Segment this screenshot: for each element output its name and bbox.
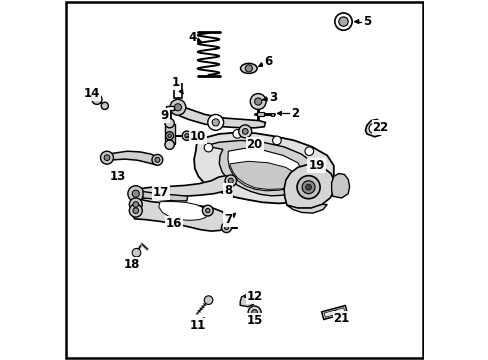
Circle shape	[132, 248, 141, 257]
Circle shape	[129, 198, 142, 211]
Circle shape	[101, 151, 113, 164]
Text: 4: 4	[188, 31, 196, 44]
Text: 16: 16	[166, 217, 182, 230]
Text: 1: 1	[172, 76, 180, 89]
Polygon shape	[365, 120, 382, 137]
Circle shape	[368, 123, 378, 134]
Text: 13: 13	[109, 170, 125, 183]
Text: 12: 12	[246, 291, 262, 303]
Polygon shape	[331, 174, 349, 198]
Circle shape	[167, 134, 171, 138]
Polygon shape	[131, 199, 228, 231]
Circle shape	[272, 136, 281, 145]
Circle shape	[296, 176, 320, 199]
Circle shape	[242, 129, 247, 134]
Circle shape	[132, 190, 139, 197]
Circle shape	[221, 222, 231, 233]
Circle shape	[170, 99, 185, 115]
Circle shape	[133, 208, 139, 213]
Text: 15: 15	[246, 314, 263, 327]
Text: 22: 22	[372, 121, 388, 134]
Polygon shape	[257, 112, 263, 116]
Polygon shape	[227, 148, 302, 191]
Text: 8: 8	[224, 184, 232, 197]
Circle shape	[228, 178, 233, 183]
Circle shape	[101, 102, 108, 109]
Circle shape	[224, 175, 236, 186]
Circle shape	[305, 147, 313, 156]
Circle shape	[238, 125, 251, 138]
Polygon shape	[204, 140, 316, 196]
Polygon shape	[194, 132, 333, 203]
Text: 21: 21	[333, 312, 349, 325]
Circle shape	[155, 157, 160, 162]
Polygon shape	[159, 202, 207, 220]
Ellipse shape	[240, 63, 257, 73]
Circle shape	[92, 94, 102, 104]
Polygon shape	[321, 306, 346, 319]
Circle shape	[205, 208, 209, 213]
Polygon shape	[286, 204, 326, 213]
Polygon shape	[132, 176, 232, 199]
Circle shape	[127, 186, 143, 202]
Circle shape	[182, 131, 191, 140]
Circle shape	[251, 310, 257, 315]
Circle shape	[202, 205, 213, 216]
Polygon shape	[240, 294, 254, 307]
Text: 14: 14	[83, 87, 100, 100]
Text: 2: 2	[290, 107, 298, 120]
Circle shape	[247, 306, 261, 319]
Circle shape	[174, 104, 181, 111]
Text: 11: 11	[189, 319, 205, 332]
Circle shape	[244, 65, 252, 72]
Polygon shape	[142, 192, 187, 201]
Text: 18: 18	[124, 258, 140, 271]
Circle shape	[164, 118, 174, 128]
Circle shape	[334, 13, 351, 30]
Circle shape	[302, 181, 314, 194]
Circle shape	[165, 132, 173, 140]
Circle shape	[184, 134, 189, 138]
Text: 5: 5	[362, 15, 370, 28]
Polygon shape	[324, 308, 344, 317]
Circle shape	[305, 184, 311, 190]
Circle shape	[250, 94, 265, 109]
Circle shape	[207, 114, 223, 130]
Polygon shape	[230, 161, 298, 189]
Circle shape	[133, 202, 139, 207]
Text: 7: 7	[224, 213, 232, 226]
Circle shape	[104, 155, 110, 161]
Polygon shape	[284, 165, 334, 208]
Circle shape	[204, 296, 212, 305]
Text: 9: 9	[160, 109, 168, 122]
Circle shape	[232, 130, 241, 138]
Circle shape	[152, 154, 163, 165]
Circle shape	[254, 98, 261, 105]
Text: 6: 6	[263, 55, 271, 68]
Text: 19: 19	[307, 159, 324, 172]
Text: 10: 10	[189, 130, 205, 143]
Polygon shape	[164, 124, 174, 144]
Polygon shape	[270, 113, 274, 116]
Polygon shape	[174, 104, 265, 128]
Text: 17: 17	[153, 186, 169, 199]
Circle shape	[129, 204, 142, 217]
Polygon shape	[174, 84, 182, 98]
Circle shape	[212, 119, 219, 126]
Polygon shape	[165, 106, 173, 110]
Text: 20: 20	[246, 138, 262, 150]
Circle shape	[338, 17, 347, 26]
Circle shape	[224, 225, 228, 230]
Text: 3: 3	[269, 91, 277, 104]
Polygon shape	[103, 151, 160, 165]
Circle shape	[164, 140, 174, 149]
Circle shape	[204, 143, 212, 152]
